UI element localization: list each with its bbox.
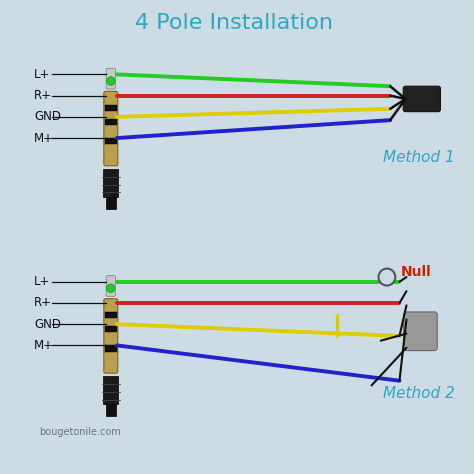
Bar [103,376,118,404]
FancyBboxPatch shape [404,312,437,351]
Bar [105,326,117,332]
Text: L+: L+ [34,68,50,81]
Text: R+: R+ [34,296,52,310]
Text: M+: M+ [34,339,54,352]
Circle shape [379,269,395,285]
FancyBboxPatch shape [106,276,116,296]
FancyBboxPatch shape [104,299,118,373]
Text: GND: GND [34,318,61,331]
Text: 4 Pole Installation: 4 Pole Installation [135,13,333,33]
Text: M+: M+ [34,132,54,145]
Text: Method 2: Method 2 [383,386,455,401]
Text: Method 1: Method 1 [383,150,455,165]
Bar [105,138,117,144]
Bar [106,404,116,416]
Circle shape [107,284,115,292]
Text: L+: L+ [34,275,50,288]
Bar [105,119,117,125]
Circle shape [107,77,115,85]
Bar [103,169,118,197]
Bar [105,346,117,352]
Bar [105,105,117,111]
Bar [106,197,116,209]
Text: R+: R+ [34,89,52,102]
FancyBboxPatch shape [106,68,116,89]
Text: GND: GND [34,110,61,123]
FancyBboxPatch shape [104,91,118,166]
FancyBboxPatch shape [403,86,440,112]
Bar [105,312,117,318]
Text: Null: Null [401,265,432,279]
Text: bougetonile.com: bougetonile.com [39,427,120,438]
